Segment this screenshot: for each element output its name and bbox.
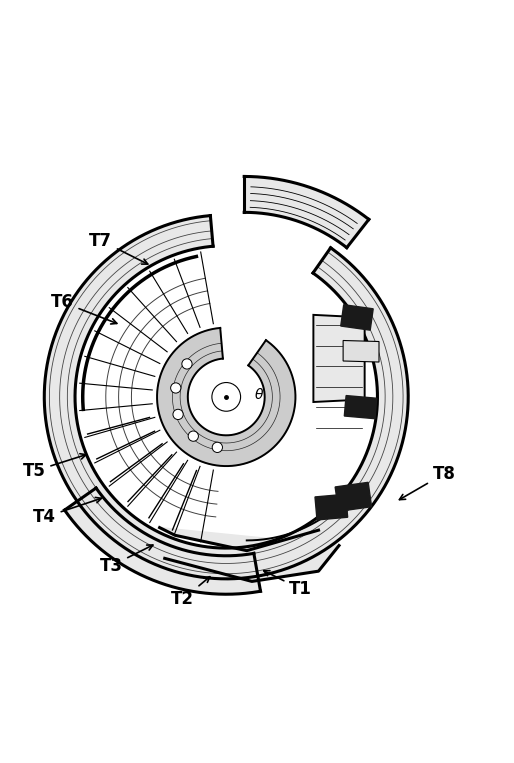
Bar [344,395,377,419]
Circle shape [188,431,198,441]
Polygon shape [160,527,339,581]
Circle shape [171,383,181,393]
Text: T1: T1 [264,571,312,598]
Circle shape [182,359,192,369]
Polygon shape [343,340,379,362]
Circle shape [212,443,223,452]
Circle shape [212,382,241,411]
Text: $\theta$: $\theta$ [254,387,265,402]
Bar [335,482,372,511]
Text: T5: T5 [23,454,86,480]
Circle shape [173,409,183,420]
Bar [341,304,373,330]
Polygon shape [65,488,261,594]
Text: T8: T8 [399,465,455,500]
Text: T7: T7 [89,231,148,264]
Polygon shape [314,315,364,402]
Text: T3: T3 [99,545,153,575]
Text: T2: T2 [171,577,210,608]
Bar [315,494,347,520]
Polygon shape [157,328,296,466]
Polygon shape [244,176,369,248]
Polygon shape [44,216,408,579]
Text: T4: T4 [33,497,101,526]
Text: T6: T6 [51,293,117,324]
